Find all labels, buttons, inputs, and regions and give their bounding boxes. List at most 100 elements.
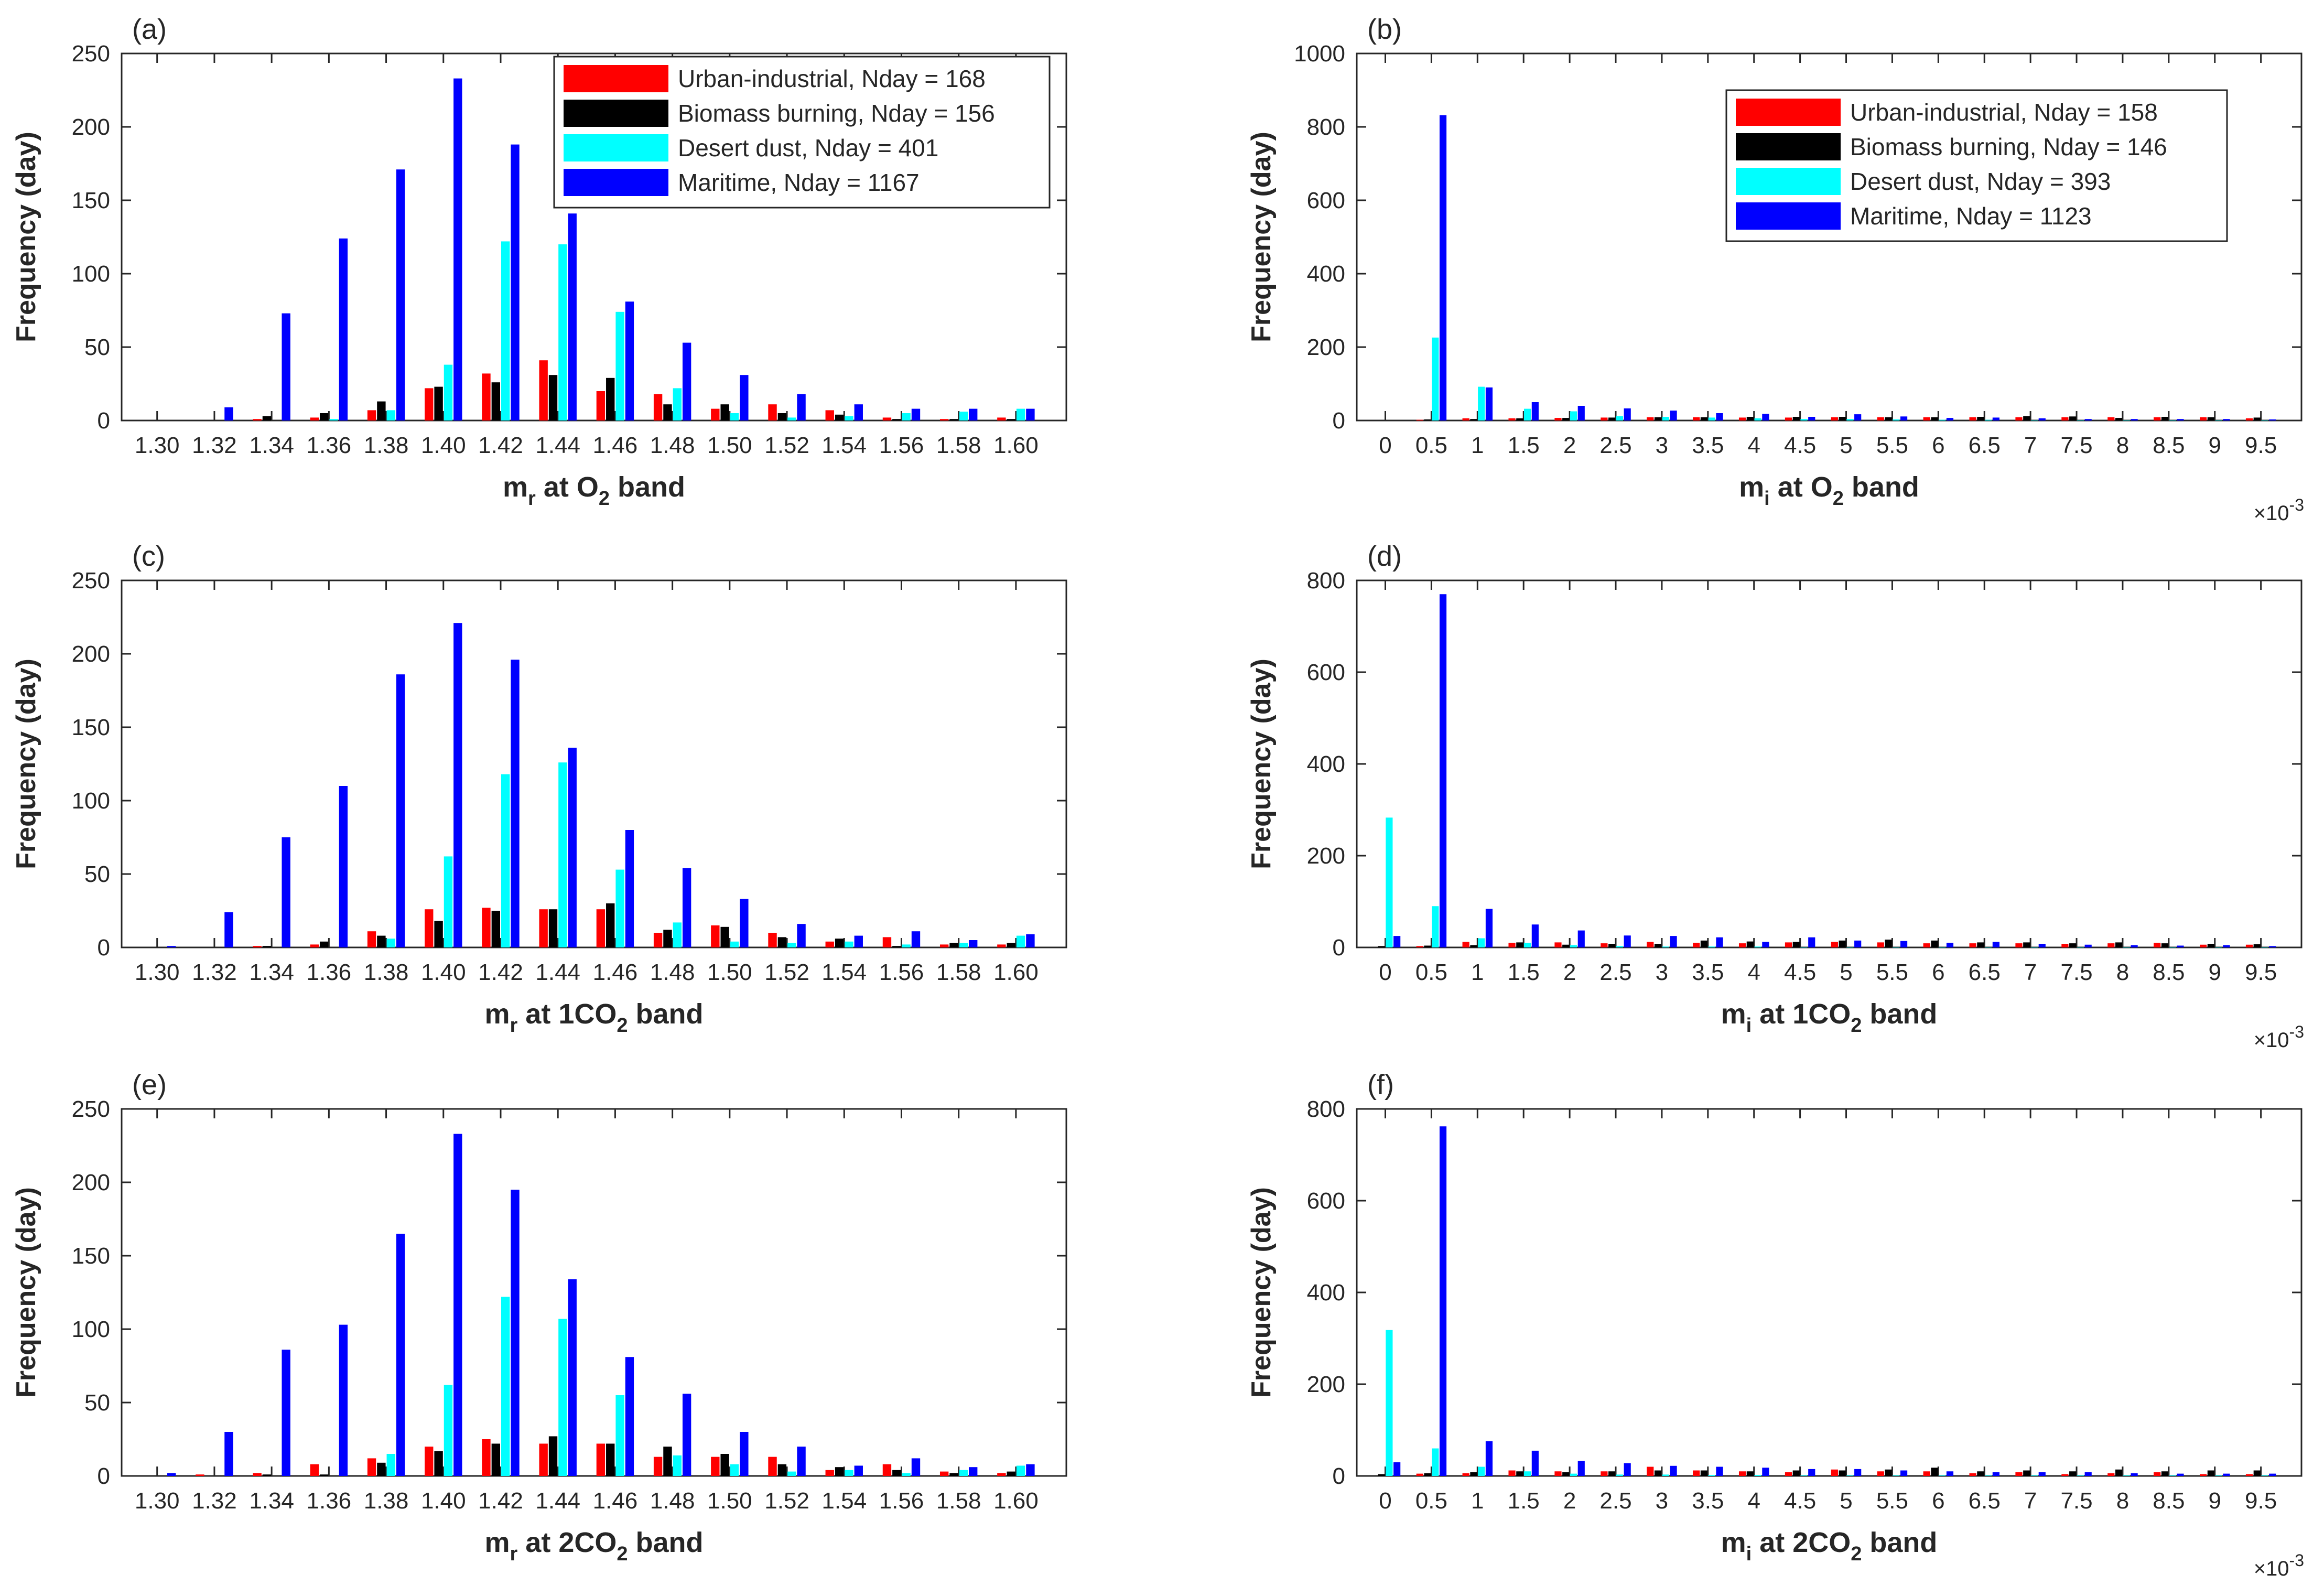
x-axis-label: mi at 1CO2 band	[1721, 998, 1938, 1037]
x-axis-label: mi at 2CO2 band	[1721, 1527, 1938, 1565]
panel-label: (c)	[132, 541, 165, 572]
bar-biomass-burning	[1378, 1474, 1385, 1476]
bar-urban-industrial	[1785, 1472, 1792, 1476]
bar-desert-dust	[501, 241, 510, 420]
bar-maritime	[1854, 940, 1862, 947]
bar-desert-dust	[558, 244, 567, 420]
x-tick-label: 1.58	[936, 433, 981, 458]
bar-biomass-burning	[1378, 946, 1385, 947]
bar-biomass-burning	[1839, 1470, 1846, 1476]
bar-maritime	[911, 408, 921, 420]
bar-maritime	[1716, 1467, 1723, 1476]
bar-desert-dust	[1846, 1475, 1854, 1476]
bar-urban-industrial	[1462, 942, 1469, 947]
bar-maritime	[1716, 937, 1723, 947]
bar-desert-dust	[1616, 946, 1623, 947]
bar-maritime	[167, 1473, 176, 1476]
bar-biomass-burning	[548, 1436, 558, 1476]
bar-biomass-burning	[1839, 940, 1846, 947]
bar-maritime	[1900, 1470, 1908, 1476]
x-tick-label: 1.52	[764, 1488, 809, 1514]
bar-maritime	[1946, 943, 1954, 947]
bar-biomass-burning	[1746, 417, 1754, 420]
bar-urban-industrial	[1877, 942, 1884, 947]
bar-maritime	[224, 407, 233, 420]
bar-urban-industrial	[367, 1458, 376, 1476]
bar-biomass-burning	[1654, 1470, 1662, 1476]
bar-desert-dust	[1985, 1475, 1992, 1476]
bar-urban-industrial	[253, 1473, 262, 1476]
bar-desert-dust	[1708, 1475, 1715, 1476]
y-tick-label: 250	[72, 1096, 110, 1122]
bar-urban-industrial	[1508, 418, 1516, 420]
bar-desert-dust	[1800, 419, 1808, 420]
bar-maritime	[1393, 936, 1401, 947]
bar-desert-dust	[2215, 1475, 2222, 1476]
bar-biomass-burning	[377, 1462, 386, 1476]
bar-desert-dust	[1846, 419, 1854, 420]
bar-urban-industrial	[2107, 417, 2115, 420]
bar-maritime	[339, 1324, 348, 1476]
legend-entry: Maritime, Nday = 1167	[678, 169, 920, 196]
bar-maritime	[854, 935, 863, 947]
bar-urban-industrial	[1647, 1467, 1654, 1476]
bar-urban-industrial	[1738, 1471, 1746, 1476]
bar-urban-industrial	[711, 1457, 720, 1476]
bar-urban-industrial	[2107, 943, 2115, 947]
bar-desert-dust	[444, 856, 453, 947]
bar-maritime	[1716, 413, 1723, 420]
legend-entry: Maritime, Nday = 1123	[1850, 202, 2092, 230]
bar-biomass-burning	[491, 1443, 501, 1476]
y-tick-label: 800	[1307, 114, 1345, 140]
bar-urban-industrial	[1877, 417, 1884, 420]
x-tick-label: 1.40	[421, 1488, 466, 1514]
bar-urban-industrial	[1416, 1473, 1423, 1476]
bar-biomass-burning	[606, 378, 615, 420]
legend: Urban-industrial, Nday = 168 Biomass burn…	[553, 56, 1051, 209]
bar-maritime	[1577, 930, 1585, 947]
x-tick-label: 1.54	[821, 433, 867, 458]
x-tick-label: 2.5	[1599, 959, 1631, 985]
bar-desert-dust	[1523, 943, 1531, 947]
x-tick-label: 7	[2024, 1488, 2037, 1514]
bar-desert-dust	[2030, 1475, 2038, 1476]
bar-desert-dust	[1478, 938, 1485, 947]
bar-biomass-burning	[1700, 417, 1708, 420]
bar-biomass-burning	[2023, 416, 2030, 420]
bar-biomass-burning	[2115, 942, 2123, 947]
bar-urban-industrial	[2154, 943, 2161, 947]
bar-desert-dust	[787, 943, 796, 947]
bar-urban-industrial	[482, 1439, 491, 1476]
y-axis-label: Frequency (day)	[1246, 132, 1277, 342]
bar-biomass-burning	[1007, 1471, 1015, 1476]
panel-label: (f)	[1367, 1069, 1394, 1101]
y-axis-label: Frequency (day)	[11, 132, 41, 342]
bar-urban-industrial	[1923, 417, 1930, 420]
y-tick-label: 50	[84, 861, 110, 887]
x-tick-label: 1.32	[192, 1488, 237, 1514]
bar-urban-industrial	[425, 388, 434, 420]
y-tick-label: 200	[1307, 335, 1345, 360]
x-tick-label: 1.50	[707, 433, 752, 458]
bar-maritime	[1439, 115, 1447, 421]
x-tick-label: 4	[1747, 1488, 1760, 1514]
bar-desert-dust	[501, 774, 510, 947]
panel-b: 0 200 400 600 800 1000 0 0.5 1 1.5 2 2.5 3 3.5 4 4.5 5 5.…	[1246, 14, 2304, 525]
bar-biomass-burning	[1700, 1470, 1708, 1476]
x-tick-label: 1.44	[535, 1488, 580, 1514]
legend-swatch	[1736, 133, 1841, 160]
x-tick-label: 8	[2116, 959, 2129, 985]
bar-maritime	[1670, 936, 1677, 947]
x-tick-label: 5	[1840, 1488, 1852, 1514]
x-tick-label: 1.44	[535, 433, 580, 458]
x-tick-label: 0	[1379, 959, 1391, 985]
x-tick-label: 1.5	[1508, 959, 1540, 985]
bar-biomass-burning	[1792, 1470, 1800, 1476]
bar-desert-dust	[1016, 408, 1025, 420]
x-tick-label: 1.52	[764, 433, 809, 458]
bar-desert-dust	[787, 417, 796, 420]
bar-urban-industrial	[1738, 943, 1746, 947]
bar-biomass-burning	[949, 943, 958, 947]
x-tick-label: 1.56	[879, 1488, 924, 1514]
x-tick-label: 6.5	[1969, 433, 2001, 458]
